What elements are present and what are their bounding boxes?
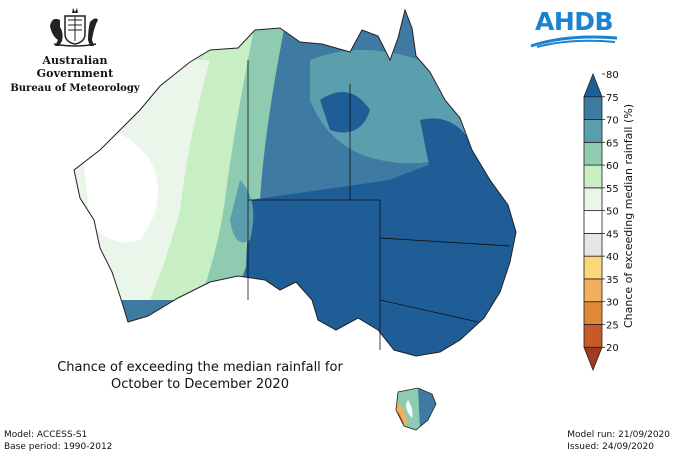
colorbar-segment xyxy=(583,187,603,212)
colorbar-segment xyxy=(583,255,603,280)
department-name: Bureau of Meteorology xyxy=(10,83,140,94)
colorbar-segment xyxy=(583,278,603,303)
colorbar-tick-label: 80 xyxy=(606,70,619,81)
footer-right: Model run: 21/09/2020 Issued: 24/09/2020 xyxy=(567,429,670,453)
colorbar-tick-label: 60 xyxy=(606,161,619,172)
colorbar-tick-label: 70 xyxy=(606,116,619,127)
colorbar-tick-label: 25 xyxy=(606,320,619,331)
colorbar-segment xyxy=(583,119,603,143)
issued-text: Issued: 24/09/2020 xyxy=(567,442,654,452)
footer-left: Model: ACCESS-S1 Base period: 1990-2012 xyxy=(4,429,112,453)
colorbar-segment xyxy=(583,96,603,120)
ahdb-logo: AHDB xyxy=(527,4,622,48)
colorbar-legend: 20 25 30 35 40 45 50 55 60 65 70 75 80 Chance of exc… xyxy=(583,70,635,372)
colorbar-segment xyxy=(583,301,603,325)
rainfall-map xyxy=(73,8,517,431)
colorbar-segment xyxy=(583,210,603,234)
colorbar-label: Chance of exceeding median rainfall (%) xyxy=(622,104,635,328)
colorbar-segment xyxy=(583,324,603,348)
model-text: Model: ACCESS-S1 xyxy=(4,430,88,440)
colorbar-tick-label: 40 xyxy=(606,252,619,263)
colorbar-tick-label: 50 xyxy=(606,207,619,218)
state-borders xyxy=(247,60,511,350)
colorbar-tick-label: 65 xyxy=(606,138,619,149)
map-title-line1: Chance of exceeding the median rainfall … xyxy=(57,360,343,375)
map-title: Chance of exceeding the median rainfall … xyxy=(40,359,360,393)
colorbar-tick-label: 55 xyxy=(606,184,619,195)
colorbar-tick-label: 75 xyxy=(606,93,619,104)
ahdb-logo-text: AHDB xyxy=(535,7,614,36)
colorbar-segment xyxy=(583,346,603,372)
model-run-text: Model run: 21/09/2020 xyxy=(567,430,670,440)
colorbar-tick-label: 35 xyxy=(606,275,619,286)
colorbar-tick-label: 20 xyxy=(606,343,619,354)
ahdb-swoosh-icon xyxy=(530,35,618,48)
government-logo: Australian Government Bureau of Meteorol… xyxy=(10,6,140,94)
government-name: Australian Government xyxy=(36,54,114,80)
coat-of-arms-icon xyxy=(50,8,98,47)
colorbar-segment xyxy=(583,141,603,166)
colorbar-segment xyxy=(583,72,603,98)
base-period-text: Base period: 1990-2012 xyxy=(4,442,113,452)
map-title-line2: October to December 2020 xyxy=(111,377,289,392)
colorbar-segment xyxy=(583,232,603,257)
colorbar-tick-label: 45 xyxy=(606,229,619,240)
colorbar-segment xyxy=(583,164,603,189)
colorbar-tick-label: 30 xyxy=(606,298,619,309)
